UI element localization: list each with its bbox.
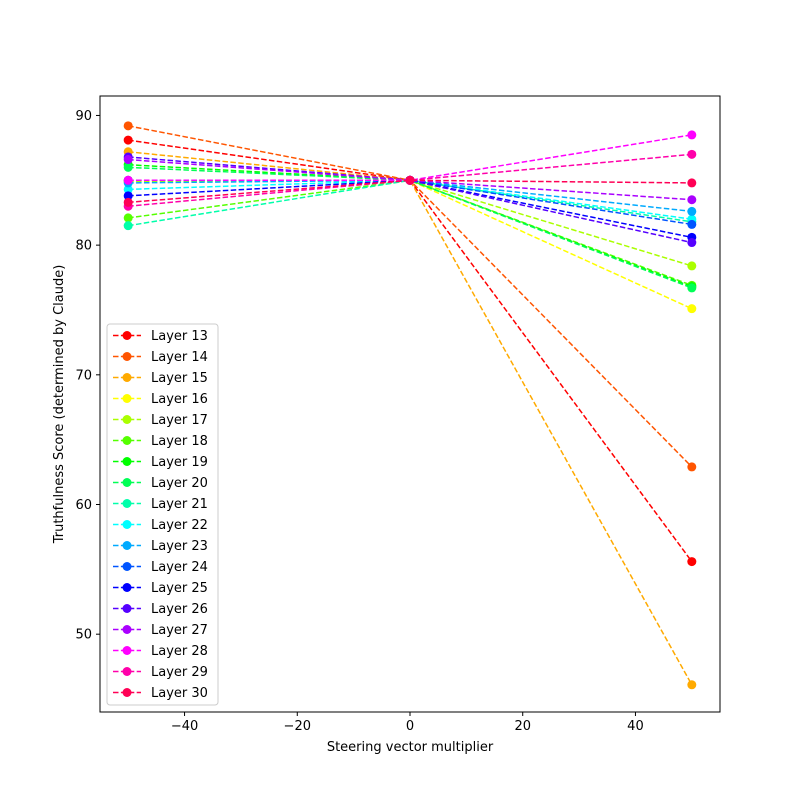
data-point — [123, 155, 133, 165]
data-point — [123, 184, 133, 194]
legend-marker — [122, 499, 132, 508]
series-layer — [123, 121, 697, 690]
series-line — [128, 158, 692, 201]
legend-label: Layer 29 — [151, 665, 208, 680]
data-point — [123, 221, 133, 231]
series-line — [128, 163, 693, 288]
data-point — [687, 238, 697, 248]
data-point — [123, 162, 133, 172]
data-point — [687, 261, 697, 271]
legend-box — [106, 323, 219, 706]
legend-label: Layer 22 — [151, 518, 208, 533]
y-axis-label: Truthfulness Score (determined by Claude… — [52, 265, 67, 545]
data-point — [687, 149, 697, 159]
legend-marker — [122, 331, 132, 340]
legend: Layer 13 Layer 14 Layer 15 Layer 16 Layer 17… — [106, 323, 219, 706]
data-point — [687, 557, 697, 567]
legend-marker — [122, 604, 132, 613]
legend-marker — [122, 667, 132, 676]
legend-label: Layer 14 — [151, 350, 208, 365]
x-axis-label: Steering vector multiplier — [327, 740, 494, 755]
y-tick-label: 80 — [75, 239, 92, 254]
legend-label: Layer 30 — [151, 686, 208, 701]
data-point — [123, 197, 133, 207]
legend-marker — [122, 688, 132, 697]
data-point — [687, 680, 697, 690]
data-point — [687, 206, 697, 216]
series-line — [128, 179, 692, 226]
data-point — [123, 191, 133, 201]
series-line — [128, 166, 693, 289]
y-axis: 50 60 70 80 90 — [75, 109, 100, 643]
y-tick-label: 60 — [75, 498, 92, 513]
legend-label: Layer 20 — [151, 476, 208, 491]
legend-label: Layer 27 — [151, 623, 208, 638]
data-point — [405, 175, 415, 185]
data-point — [687, 283, 697, 293]
x-tick-label: 0 — [406, 719, 414, 734]
data-point — [123, 213, 133, 223]
legend-marker — [122, 457, 132, 466]
series-line — [128, 156, 692, 244]
series-line — [128, 179, 692, 213]
x-tick-label: 40 — [627, 719, 644, 734]
x-tick-label: −20 — [284, 719, 311, 734]
legend-marker — [122, 541, 132, 550]
legend-label: Layer 15 — [151, 371, 208, 386]
x-axis: −40 −20 0 20 40 — [171, 712, 644, 734]
data-point — [687, 304, 697, 314]
y-tick-label: 70 — [75, 368, 92, 383]
x-tick-label: −40 — [171, 719, 198, 734]
legend-label: Layer 19 — [151, 455, 208, 470]
legend-marker — [122, 583, 132, 592]
legend-marker — [122, 646, 132, 655]
legend-label: Layer 21 — [151, 497, 208, 512]
legend-label: Layer 16 — [151, 392, 208, 407]
legend-label: Layer 17 — [151, 413, 208, 428]
legend-label: Layer 28 — [151, 644, 208, 659]
data-point — [687, 462, 697, 472]
data-point — [123, 175, 133, 185]
legend-marker — [122, 436, 132, 445]
legend-marker — [122, 478, 132, 487]
series-line — [128, 179, 692, 204]
data-point — [687, 195, 697, 205]
legend-label: Layer 23 — [151, 539, 208, 554]
legend-marker — [122, 625, 132, 634]
legend-label: Layer 13 — [151, 329, 208, 344]
data-point — [687, 178, 697, 188]
data-point — [687, 219, 697, 229]
series-line — [128, 179, 692, 227]
y-tick-label: 90 — [75, 109, 92, 124]
legend-label: Layer 25 — [151, 581, 208, 596]
data-point — [123, 121, 133, 131]
legend-marker — [122, 415, 132, 424]
legend-marker — [122, 520, 132, 529]
data-point — [687, 130, 697, 140]
x-tick-label: 20 — [514, 719, 531, 734]
series-line — [128, 179, 693, 287]
y-tick-label: 50 — [75, 628, 92, 643]
series-line — [128, 134, 692, 182]
legend-label: Layer 24 — [151, 560, 208, 575]
legend-marker — [122, 352, 132, 361]
series-line — [128, 151, 693, 686]
series-line — [128, 179, 693, 310]
legend-label: Layer 26 — [151, 602, 208, 617]
legend-marker — [122, 562, 132, 571]
legend-marker — [122, 394, 132, 403]
data-point — [123, 135, 133, 145]
series-line — [128, 179, 692, 220]
legend-marker — [122, 373, 132, 382]
legend-label: Layer 18 — [151, 434, 208, 449]
